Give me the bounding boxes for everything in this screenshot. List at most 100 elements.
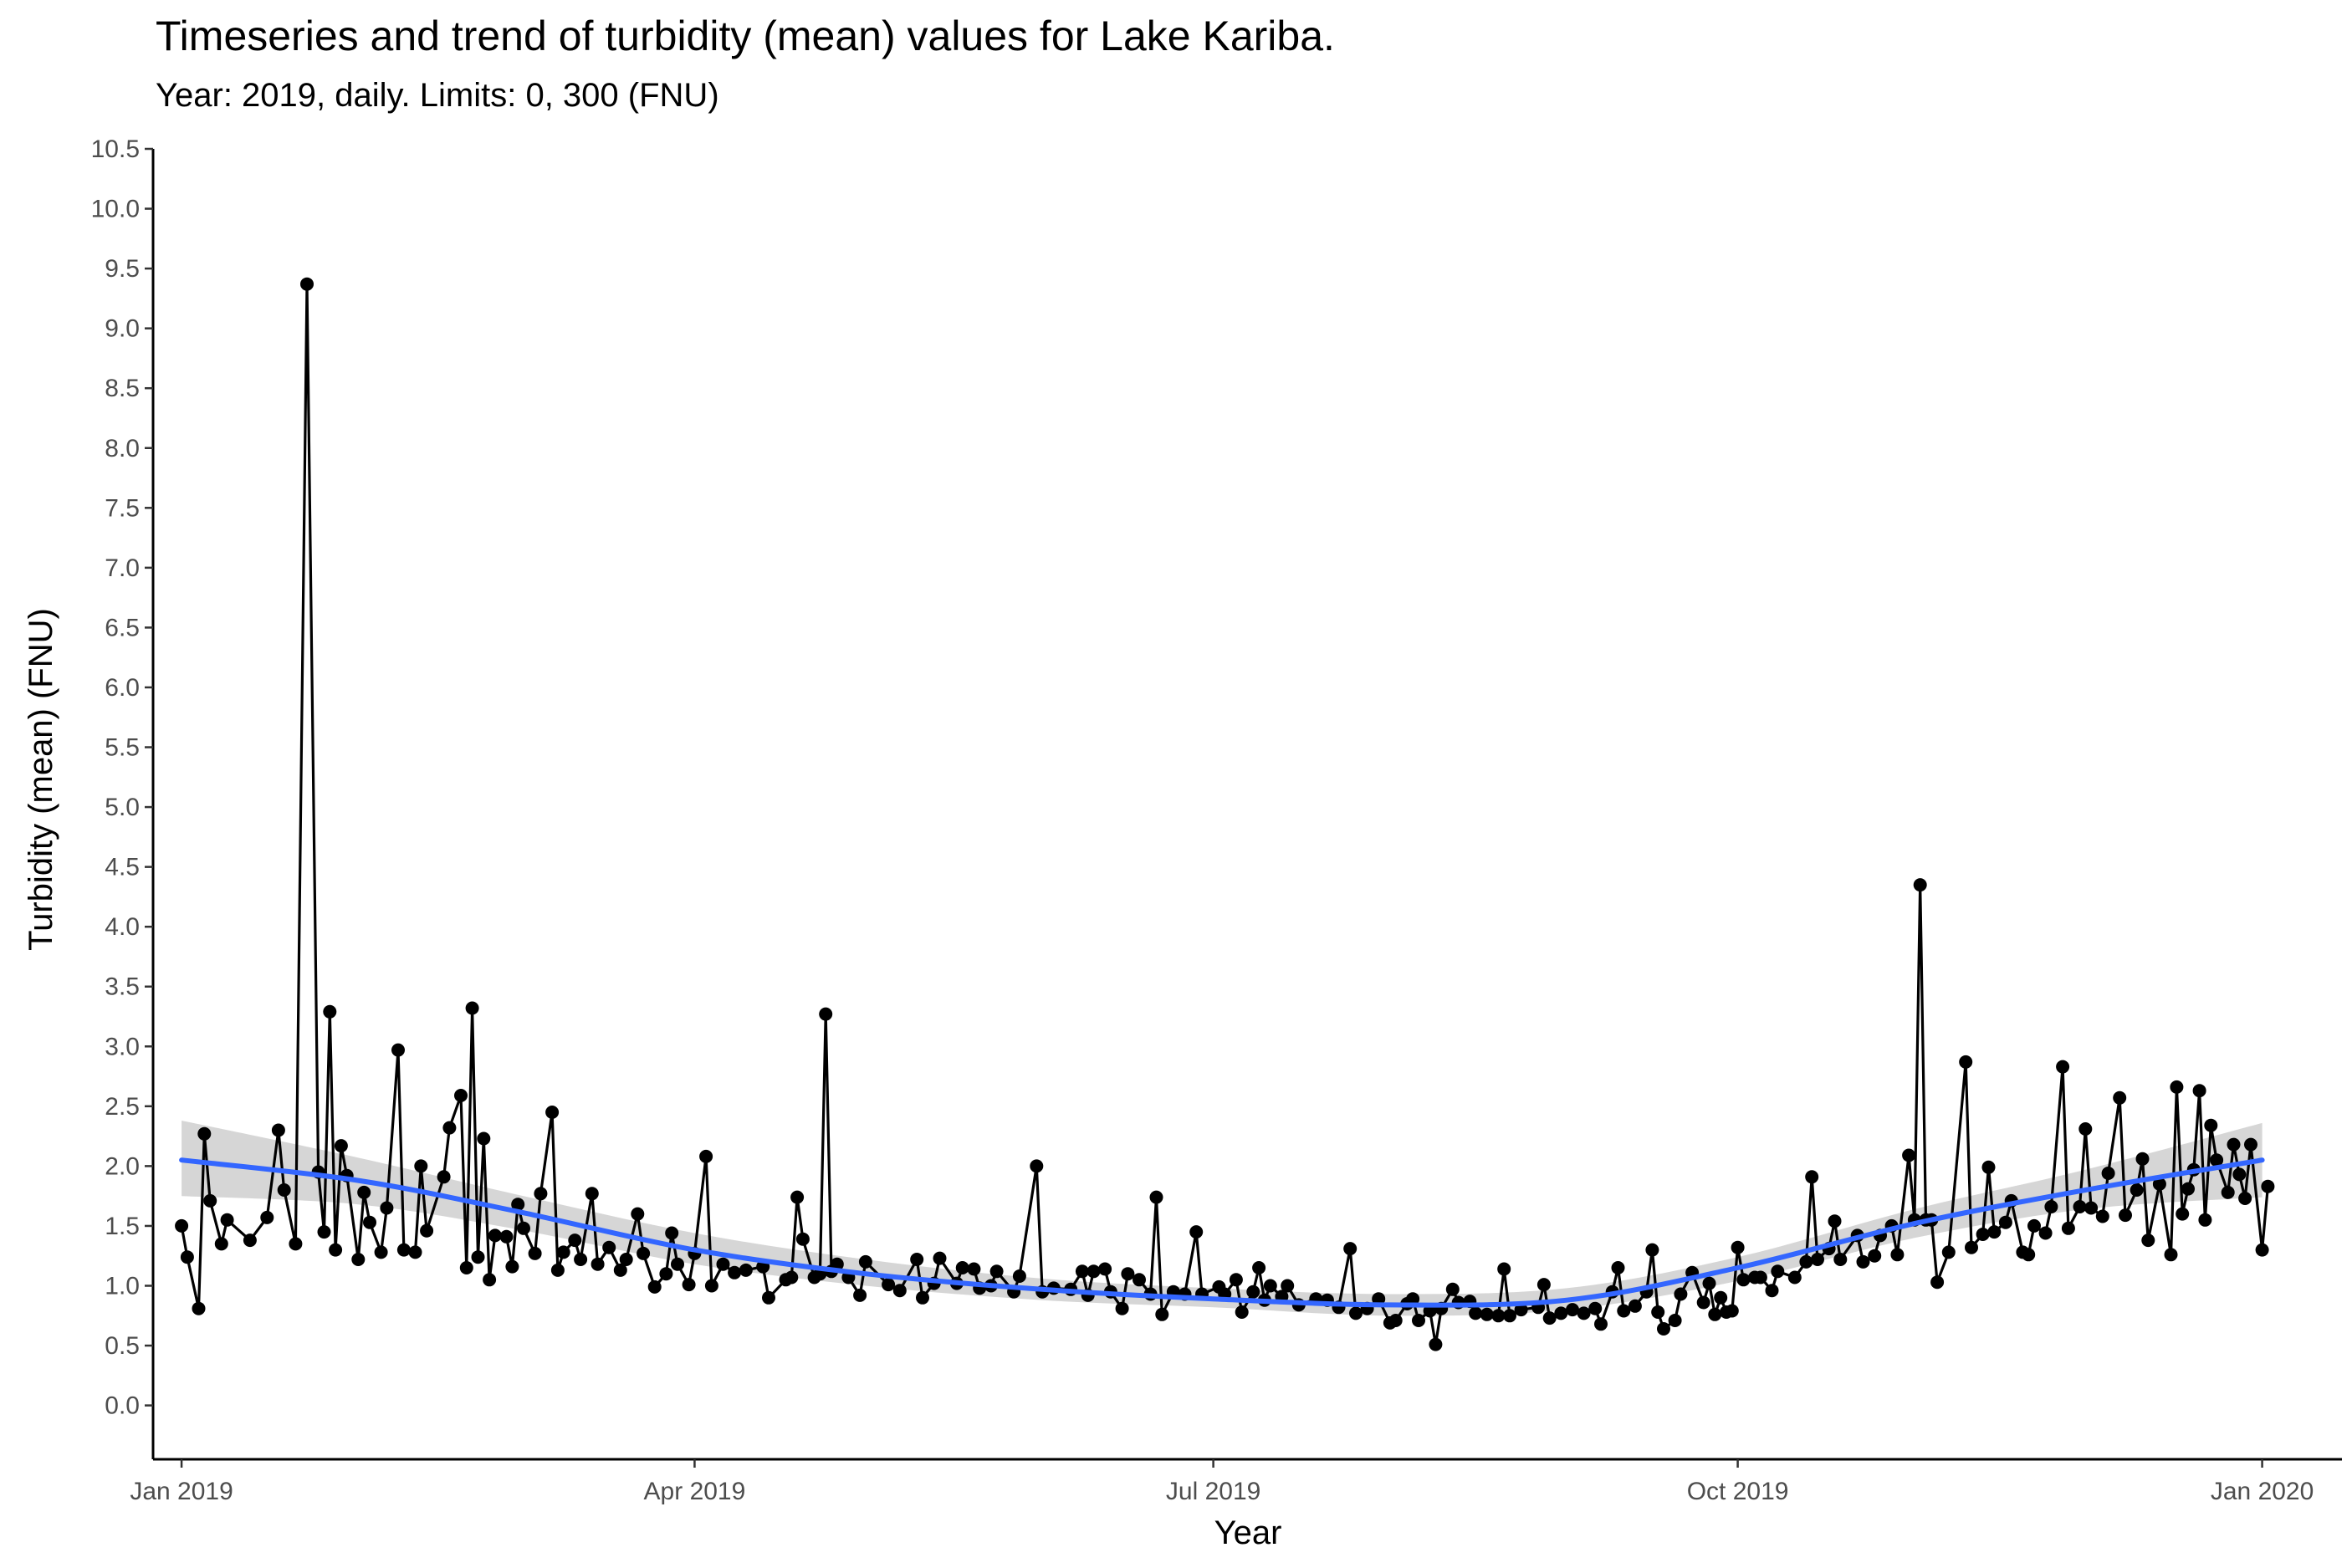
turbidity-data-point	[2135, 1152, 2150, 1166]
turbidity-data-point	[631, 1207, 645, 1221]
turbidity-data-point	[1811, 1253, 1824, 1266]
y-tick-label: 5.5	[105, 734, 140, 762]
turbidity-data-point	[1542, 1311, 1557, 1325]
x-tick-label: Jan 2020	[2211, 1478, 2314, 1505]
y-tick-label: 3.5	[105, 973, 140, 1001]
turbidity-data-point	[351, 1253, 366, 1266]
turbidity-data-point	[277, 1183, 291, 1197]
turbidity-data-point	[1805, 1170, 1819, 1184]
turbidity-data-point	[716, 1257, 730, 1271]
turbidity-data-point	[1252, 1261, 1266, 1274]
turbidity-data-point	[647, 1279, 662, 1294]
turbidity-data-point	[1536, 1278, 1551, 1292]
turbidity-data-point	[1497, 1262, 1511, 1276]
turbidity-data-point	[323, 1004, 337, 1019]
turbidity-data-point	[556, 1245, 570, 1259]
turbidity-data-point	[1263, 1279, 1277, 1293]
turbidity-data-point	[1645, 1243, 1659, 1257]
turbidity-data-point	[2073, 1200, 2087, 1213]
y-tick-label: 7.0	[105, 554, 140, 582]
turbidity-data-point	[2176, 1207, 2190, 1221]
turbidity-data-point	[1702, 1276, 1716, 1290]
turbidity-data-point	[2095, 1209, 2109, 1223]
turbidity-data-point	[1799, 1254, 1813, 1269]
turbidity-data-point	[437, 1170, 451, 1184]
turbidity-data-point	[574, 1253, 588, 1266]
turbidity-data-point	[2101, 1167, 2115, 1180]
turbidity-series-line	[180, 283, 2269, 1346]
turbidity-data-point	[790, 1190, 805, 1204]
turbidity-data-point	[1628, 1299, 1642, 1313]
turbidity-data-point	[2227, 1137, 2241, 1152]
y-tick-label: 9.5	[105, 255, 140, 283]
turbidity-data-point	[2170, 1080, 2184, 1094]
turbidity-data-point	[892, 1284, 907, 1298]
turbidity-data-point	[933, 1251, 947, 1265]
axes-layer: 0.0 0.5 1.0 1.5 2.0 2.5 3.0 3.5 4.0 4.5 5.0 5.5 6.0 6…	[91, 135, 2342, 1505]
turbidity-data-point	[967, 1262, 981, 1276]
turbidity-data-point	[795, 1232, 810, 1246]
turbidity-data-point	[374, 1245, 388, 1259]
turbidity-data-point	[1611, 1261, 1625, 1274]
turbidity-data-point	[1617, 1304, 1631, 1318]
turbidity-data-point	[214, 1237, 228, 1251]
turbidity-data-point	[704, 1279, 718, 1293]
turbidity-data-point	[602, 1240, 616, 1254]
turbidity-data-point	[2113, 1090, 2127, 1105]
y-tick-label: 6.5	[105, 614, 140, 641]
turbidity-data-point	[1828, 1214, 1842, 1228]
turbidity-data-point	[1981, 1160, 1996, 1174]
turbidity-data-point	[1503, 1309, 1516, 1323]
turbidity-data-point	[1987, 1225, 2002, 1239]
turbidity-data-point	[585, 1187, 599, 1201]
turbidity-data-point	[396, 1243, 411, 1257]
turbidity-data-point	[300, 277, 314, 291]
turbidity-data-point	[858, 1254, 872, 1269]
y-axis-title: Turbidity (mean) (FNU)	[23, 608, 59, 951]
turbidity-data-point	[1771, 1264, 1785, 1279]
x-tick-label: Jul 2019	[1166, 1478, 1260, 1505]
turbidity-data-point	[2056, 1060, 2070, 1074]
turbidity-data-point	[1902, 1148, 1916, 1162]
turbidity-data-point	[1115, 1301, 1129, 1315]
turbidity-data-point	[465, 1001, 479, 1015]
y-tick-label: 5.0	[105, 794, 140, 821]
turbidity-data-point	[517, 1221, 530, 1235]
turbidity-data-point	[483, 1273, 497, 1287]
turbidity-data-point	[2141, 1233, 2155, 1248]
turbidity-data-point	[420, 1223, 434, 1238]
y-tick-label: 10.5	[91, 135, 140, 163]
turbidity-data-point	[454, 1089, 468, 1102]
turbidity-data-point	[1674, 1287, 1688, 1301]
turbidity-data-point	[505, 1259, 519, 1274]
turbidity-data-point	[1753, 1270, 1767, 1285]
turbidity-data-point	[1913, 878, 1927, 892]
y-tick-label: 0.0	[105, 1392, 140, 1420]
turbidity-data-point	[2232, 1167, 2247, 1182]
turbidity-data-point	[739, 1263, 753, 1277]
turbidity-data-point	[2244, 1137, 2257, 1152]
turbidity-data-point	[762, 1290, 775, 1305]
turbidity-data-point	[1736, 1273, 1751, 1287]
turbidity-data-point	[1577, 1306, 1591, 1320]
turbidity-data-point	[1429, 1337, 1443, 1351]
y-tick-label: 7.5	[105, 494, 140, 522]
turbidity-data-point	[1121, 1267, 1135, 1281]
turbidity-data-point	[1725, 1304, 1739, 1318]
turbidity-data-point	[534, 1187, 548, 1201]
turbidity-data-point	[414, 1159, 428, 1173]
turbidity-data-point	[2078, 1122, 2093, 1136]
turbidity-data-point	[1030, 1159, 1044, 1173]
turbidity-data-point	[260, 1210, 274, 1224]
turbidity-data-point	[334, 1139, 348, 1153]
y-tick-label: 9.0	[105, 315, 140, 343]
turbidity-data-point	[1765, 1284, 1779, 1298]
y-tick-label: 1.5	[105, 1213, 140, 1240]
turbidity-data-point	[1075, 1264, 1089, 1279]
trend-line	[179, 1157, 2265, 1308]
turbidity-data-point	[2038, 1226, 2053, 1240]
turbidity-data-point	[2164, 1248, 2178, 1262]
turbidity-data-point	[471, 1250, 485, 1264]
turbidity-data-point	[853, 1288, 867, 1302]
